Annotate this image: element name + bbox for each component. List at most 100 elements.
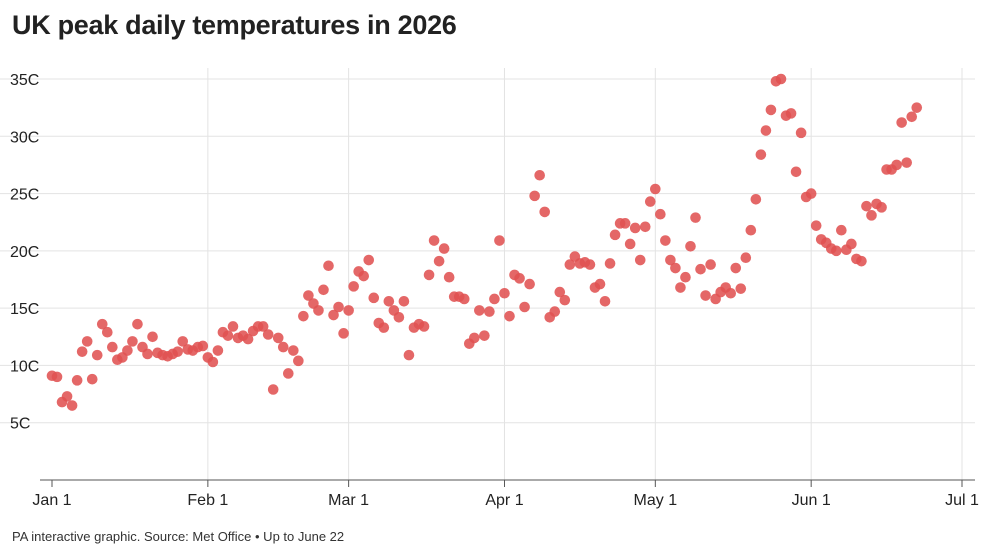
data-point-48 bbox=[288, 345, 299, 356]
y-tick-label-5: 30C bbox=[10, 129, 39, 146]
data-point-76 bbox=[428, 235, 440, 246]
data-point-71 bbox=[403, 349, 415, 361]
data-point-91 bbox=[504, 310, 515, 322]
data-point-125 bbox=[675, 282, 686, 293]
data-point-149 bbox=[795, 127, 807, 139]
data-point-145 bbox=[775, 73, 787, 85]
data-point-70 bbox=[398, 295, 410, 307]
data-point-128 bbox=[690, 212, 701, 223]
data-point-109 bbox=[594, 278, 606, 290]
data-point-97 bbox=[534, 169, 545, 181]
data-point-170 bbox=[901, 157, 912, 168]
data-point-136 bbox=[730, 262, 742, 274]
data-point-36 bbox=[227, 321, 239, 332]
data-point-60 bbox=[348, 281, 359, 292]
data-point-59 bbox=[343, 305, 354, 316]
data-point-16 bbox=[127, 336, 138, 347]
data-point-74 bbox=[418, 321, 430, 332]
data-point-126 bbox=[680, 271, 691, 283]
x-tick-label-0: Jan 1 bbox=[32, 492, 71, 509]
data-point-55 bbox=[323, 260, 334, 272]
data-point-44 bbox=[267, 384, 279, 395]
data-point-138 bbox=[740, 252, 752, 264]
y-tick-label-2: 15C bbox=[10, 301, 39, 318]
data-point-30 bbox=[197, 340, 209, 352]
data-point-131 bbox=[705, 259, 716, 270]
x-tick-labels: Jan 1 Feb 1 Mar 1 Apr 1 May 1 Jun 1 Jul 1 bbox=[32, 492, 979, 509]
data-points bbox=[46, 73, 923, 411]
y-tick-label-6: 35C bbox=[10, 72, 39, 89]
data-point-1 bbox=[51, 371, 63, 383]
data-point-77 bbox=[433, 255, 445, 267]
data-point-47 bbox=[282, 368, 294, 379]
data-point-141 bbox=[755, 149, 767, 160]
data-point-79 bbox=[443, 271, 455, 283]
data-point-82 bbox=[458, 293, 470, 305]
data-point-93 bbox=[514, 273, 525, 284]
data-point-6 bbox=[76, 346, 88, 357]
data-point-124 bbox=[670, 262, 681, 274]
data-point-78 bbox=[438, 243, 450, 254]
data-point-120 bbox=[650, 183, 661, 195]
data-point-162 bbox=[861, 200, 872, 212]
data-point-123 bbox=[665, 254, 676, 266]
data-point-85 bbox=[474, 305, 485, 316]
data-point-130 bbox=[700, 290, 711, 301]
y-tick-labels: 5C 10C 15C 20C 25C 30C 35C bbox=[10, 72, 39, 433]
data-point-98 bbox=[539, 206, 551, 218]
data-point-143 bbox=[765, 104, 777, 116]
data-point-157 bbox=[836, 224, 847, 236]
y-tick-label-1: 10C bbox=[10, 358, 39, 375]
data-point-112 bbox=[609, 229, 621, 241]
data-point-159 bbox=[846, 238, 857, 250]
data-point-26 bbox=[177, 336, 189, 347]
data-point-54 bbox=[318, 284, 329, 296]
data-point-137 bbox=[735, 283, 747, 294]
data-point-90 bbox=[499, 287, 510, 299]
data-point-87 bbox=[484, 306, 495, 317]
data-point-168 bbox=[891, 159, 902, 171]
data-point-33 bbox=[212, 345, 224, 356]
data-point-75 bbox=[423, 269, 435, 281]
data-point-58 bbox=[338, 328, 349, 339]
data-point-42 bbox=[257, 321, 269, 332]
source-note: PA interactive graphic. Source: Met Offi… bbox=[12, 529, 345, 544]
data-point-95 bbox=[524, 278, 535, 290]
x-tick-label-3: Apr 1 bbox=[485, 492, 523, 509]
data-point-57 bbox=[333, 301, 344, 313]
data-point-5 bbox=[71, 375, 83, 386]
data-point-151 bbox=[805, 188, 817, 199]
data-point-10 bbox=[96, 318, 108, 330]
data-point-101 bbox=[554, 286, 566, 298]
data-point-49 bbox=[293, 355, 304, 367]
data-point-96 bbox=[529, 190, 540, 202]
data-point-46 bbox=[277, 341, 289, 353]
data-point-11 bbox=[102, 326, 113, 338]
data-point-45 bbox=[272, 332, 284, 344]
data-point-148 bbox=[790, 166, 802, 178]
data-point-116 bbox=[629, 222, 641, 234]
data-point-139 bbox=[745, 224, 757, 236]
data-point-115 bbox=[624, 238, 636, 250]
data-point-64 bbox=[368, 292, 380, 304]
data-point-103 bbox=[564, 259, 576, 270]
data-point-107 bbox=[584, 259, 596, 270]
data-point-88 bbox=[489, 293, 500, 305]
y-tick-label-3: 20C bbox=[10, 244, 39, 261]
data-point-53 bbox=[313, 305, 324, 316]
data-point-19 bbox=[142, 348, 153, 360]
y-tick-label-0: 5C bbox=[10, 416, 30, 433]
data-point-69 bbox=[393, 312, 405, 323]
data-point-17 bbox=[132, 318, 143, 330]
data-point-129 bbox=[695, 263, 706, 275]
data-point-9 bbox=[91, 349, 103, 361]
data-point-84 bbox=[469, 332, 480, 344]
x-tick-marks bbox=[51, 480, 963, 487]
data-point-89 bbox=[494, 235, 505, 246]
data-point-32 bbox=[207, 356, 219, 368]
data-point-15 bbox=[122, 345, 133, 356]
data-point-121 bbox=[655, 208, 666, 220]
data-point-102 bbox=[559, 294, 571, 306]
data-point-172 bbox=[911, 102, 923, 113]
x-tick-label-2: Mar 1 bbox=[328, 492, 369, 509]
